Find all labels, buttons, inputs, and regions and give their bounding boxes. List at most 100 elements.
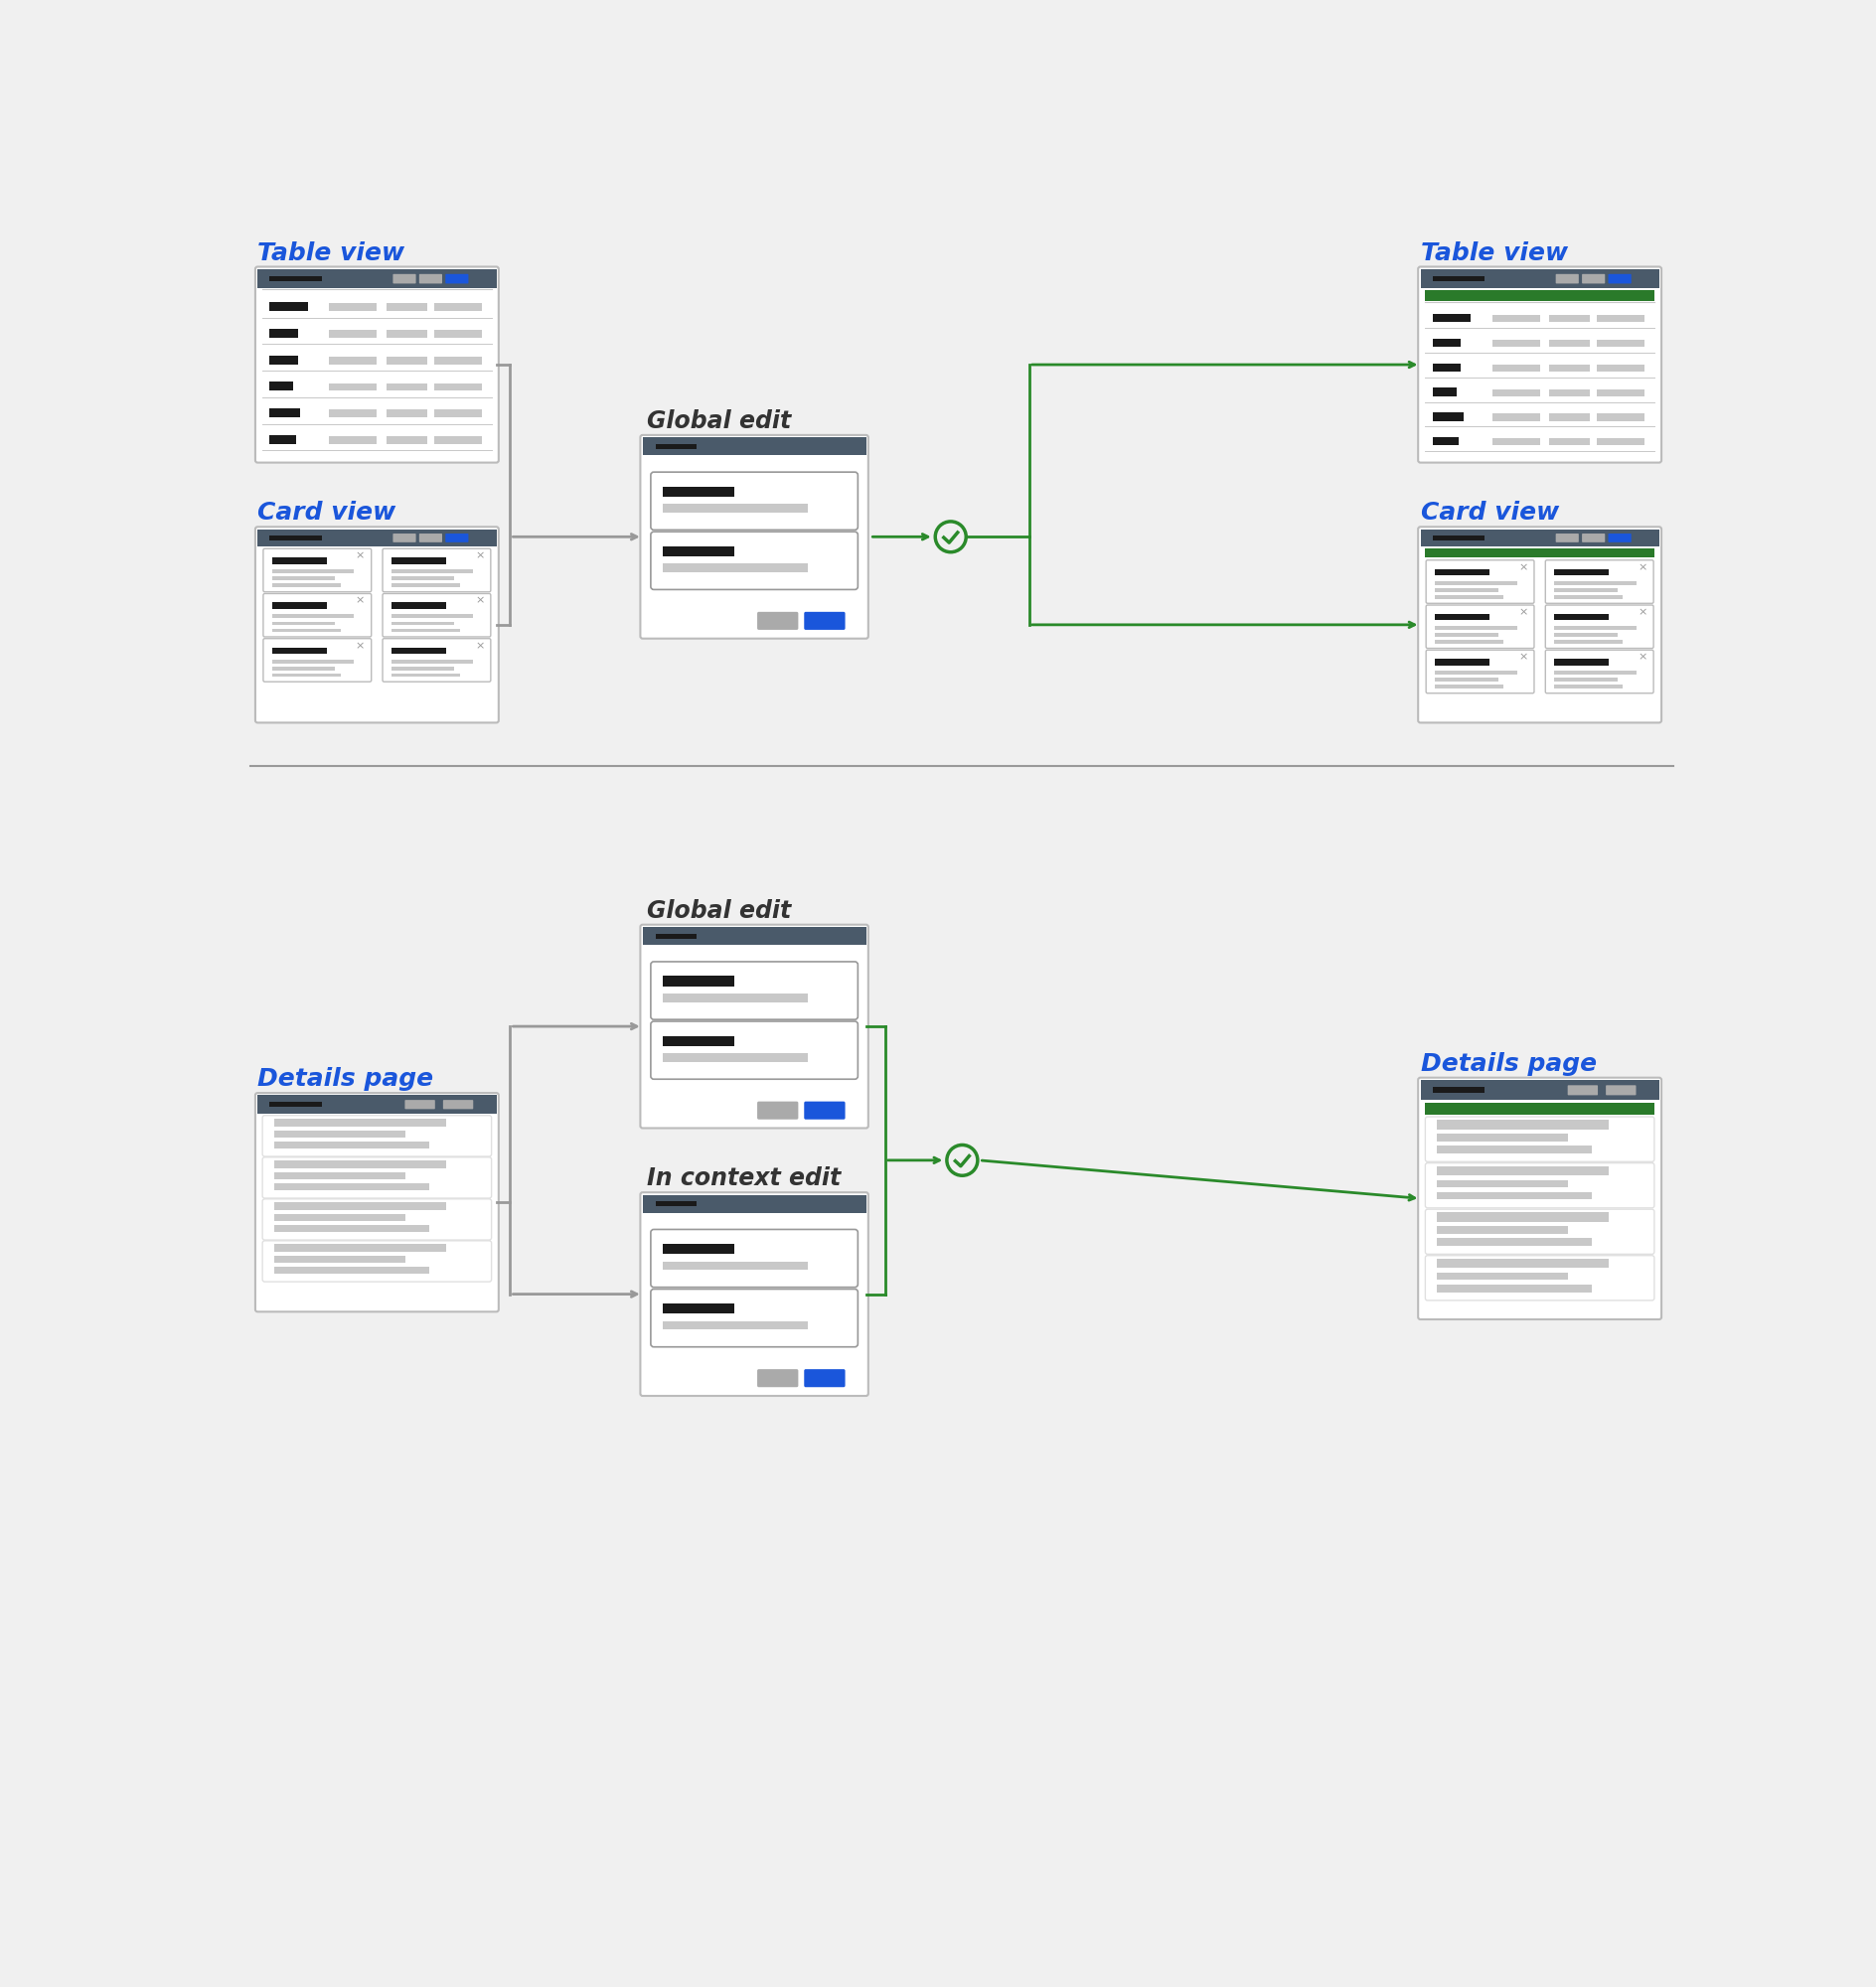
Text: ×: × (356, 596, 366, 606)
Text: ×: × (1518, 652, 1527, 662)
FancyBboxPatch shape (1555, 672, 1636, 676)
FancyBboxPatch shape (433, 330, 482, 338)
FancyBboxPatch shape (386, 409, 428, 417)
FancyBboxPatch shape (1555, 594, 1623, 598)
FancyBboxPatch shape (263, 638, 371, 682)
FancyBboxPatch shape (1581, 535, 1606, 542)
FancyBboxPatch shape (272, 570, 355, 574)
FancyBboxPatch shape (1437, 1226, 1568, 1234)
FancyBboxPatch shape (657, 934, 696, 938)
FancyBboxPatch shape (405, 1101, 435, 1109)
FancyBboxPatch shape (443, 1101, 473, 1109)
FancyBboxPatch shape (1555, 580, 1636, 584)
FancyBboxPatch shape (1426, 1103, 1655, 1115)
FancyBboxPatch shape (270, 1101, 323, 1107)
FancyBboxPatch shape (1420, 268, 1658, 288)
FancyBboxPatch shape (392, 535, 416, 542)
FancyBboxPatch shape (805, 1101, 846, 1119)
FancyBboxPatch shape (270, 302, 308, 312)
Text: ×: × (1518, 562, 1527, 572)
FancyBboxPatch shape (274, 1160, 446, 1168)
FancyBboxPatch shape (270, 356, 298, 364)
FancyBboxPatch shape (1596, 439, 1645, 445)
FancyBboxPatch shape (274, 1268, 430, 1274)
FancyBboxPatch shape (1437, 1146, 1593, 1152)
FancyBboxPatch shape (270, 435, 296, 443)
FancyBboxPatch shape (263, 1198, 492, 1240)
FancyBboxPatch shape (1437, 1166, 1610, 1176)
FancyBboxPatch shape (1596, 413, 1645, 421)
FancyBboxPatch shape (662, 994, 809, 1001)
FancyBboxPatch shape (1437, 1238, 1593, 1246)
FancyBboxPatch shape (383, 638, 492, 682)
FancyBboxPatch shape (274, 1202, 446, 1210)
FancyBboxPatch shape (1491, 340, 1540, 348)
FancyBboxPatch shape (272, 576, 336, 580)
FancyBboxPatch shape (1608, 274, 1632, 284)
FancyBboxPatch shape (662, 1053, 809, 1061)
FancyBboxPatch shape (1581, 274, 1606, 284)
FancyBboxPatch shape (274, 1244, 446, 1252)
FancyBboxPatch shape (662, 1244, 734, 1254)
Text: Table view: Table view (257, 240, 405, 264)
FancyBboxPatch shape (805, 612, 846, 630)
FancyBboxPatch shape (1546, 650, 1653, 693)
FancyBboxPatch shape (1555, 274, 1580, 284)
FancyBboxPatch shape (392, 666, 454, 670)
FancyBboxPatch shape (274, 1172, 405, 1180)
FancyBboxPatch shape (1437, 1192, 1593, 1200)
FancyBboxPatch shape (263, 1115, 492, 1156)
FancyBboxPatch shape (1433, 314, 1471, 322)
FancyBboxPatch shape (1596, 389, 1645, 395)
FancyBboxPatch shape (272, 602, 326, 608)
Text: Table view: Table view (1420, 240, 1568, 264)
FancyBboxPatch shape (657, 443, 696, 449)
FancyBboxPatch shape (274, 1214, 405, 1222)
FancyBboxPatch shape (418, 274, 443, 284)
FancyBboxPatch shape (263, 1156, 492, 1198)
FancyBboxPatch shape (392, 648, 446, 654)
FancyBboxPatch shape (257, 268, 497, 288)
FancyBboxPatch shape (1433, 535, 1486, 540)
FancyBboxPatch shape (1435, 686, 1503, 688)
FancyBboxPatch shape (1426, 606, 1535, 648)
FancyBboxPatch shape (1435, 614, 1490, 620)
FancyBboxPatch shape (328, 330, 377, 338)
FancyBboxPatch shape (662, 564, 809, 572)
FancyBboxPatch shape (1491, 439, 1540, 445)
FancyBboxPatch shape (433, 409, 482, 417)
FancyBboxPatch shape (1555, 568, 1610, 576)
FancyBboxPatch shape (328, 409, 377, 417)
FancyBboxPatch shape (1435, 594, 1503, 598)
Text: ×: × (475, 596, 484, 606)
FancyBboxPatch shape (1433, 437, 1460, 445)
Text: ×: × (1638, 652, 1647, 662)
FancyBboxPatch shape (433, 437, 482, 443)
FancyBboxPatch shape (272, 558, 326, 564)
FancyBboxPatch shape (386, 330, 428, 338)
FancyBboxPatch shape (1555, 634, 1617, 636)
FancyBboxPatch shape (1437, 1284, 1593, 1292)
FancyBboxPatch shape (1433, 364, 1461, 372)
FancyBboxPatch shape (1546, 606, 1653, 648)
Text: Global edit: Global edit (647, 898, 792, 922)
Text: ×: × (356, 640, 366, 650)
Text: Details page: Details page (257, 1067, 433, 1091)
FancyBboxPatch shape (433, 356, 482, 364)
FancyBboxPatch shape (1568, 1085, 1598, 1095)
FancyBboxPatch shape (758, 1101, 799, 1119)
FancyBboxPatch shape (1596, 364, 1645, 372)
FancyBboxPatch shape (263, 594, 371, 636)
Text: Card view: Card view (1420, 501, 1559, 525)
FancyBboxPatch shape (1433, 387, 1456, 395)
FancyBboxPatch shape (392, 274, 416, 284)
FancyBboxPatch shape (1555, 588, 1617, 592)
FancyBboxPatch shape (651, 533, 857, 590)
FancyBboxPatch shape (274, 1184, 430, 1190)
FancyBboxPatch shape (392, 622, 454, 626)
FancyBboxPatch shape (1435, 626, 1518, 630)
FancyBboxPatch shape (392, 660, 473, 664)
Text: ×: × (1638, 608, 1647, 618)
FancyBboxPatch shape (1550, 389, 1589, 395)
FancyBboxPatch shape (1550, 340, 1589, 348)
